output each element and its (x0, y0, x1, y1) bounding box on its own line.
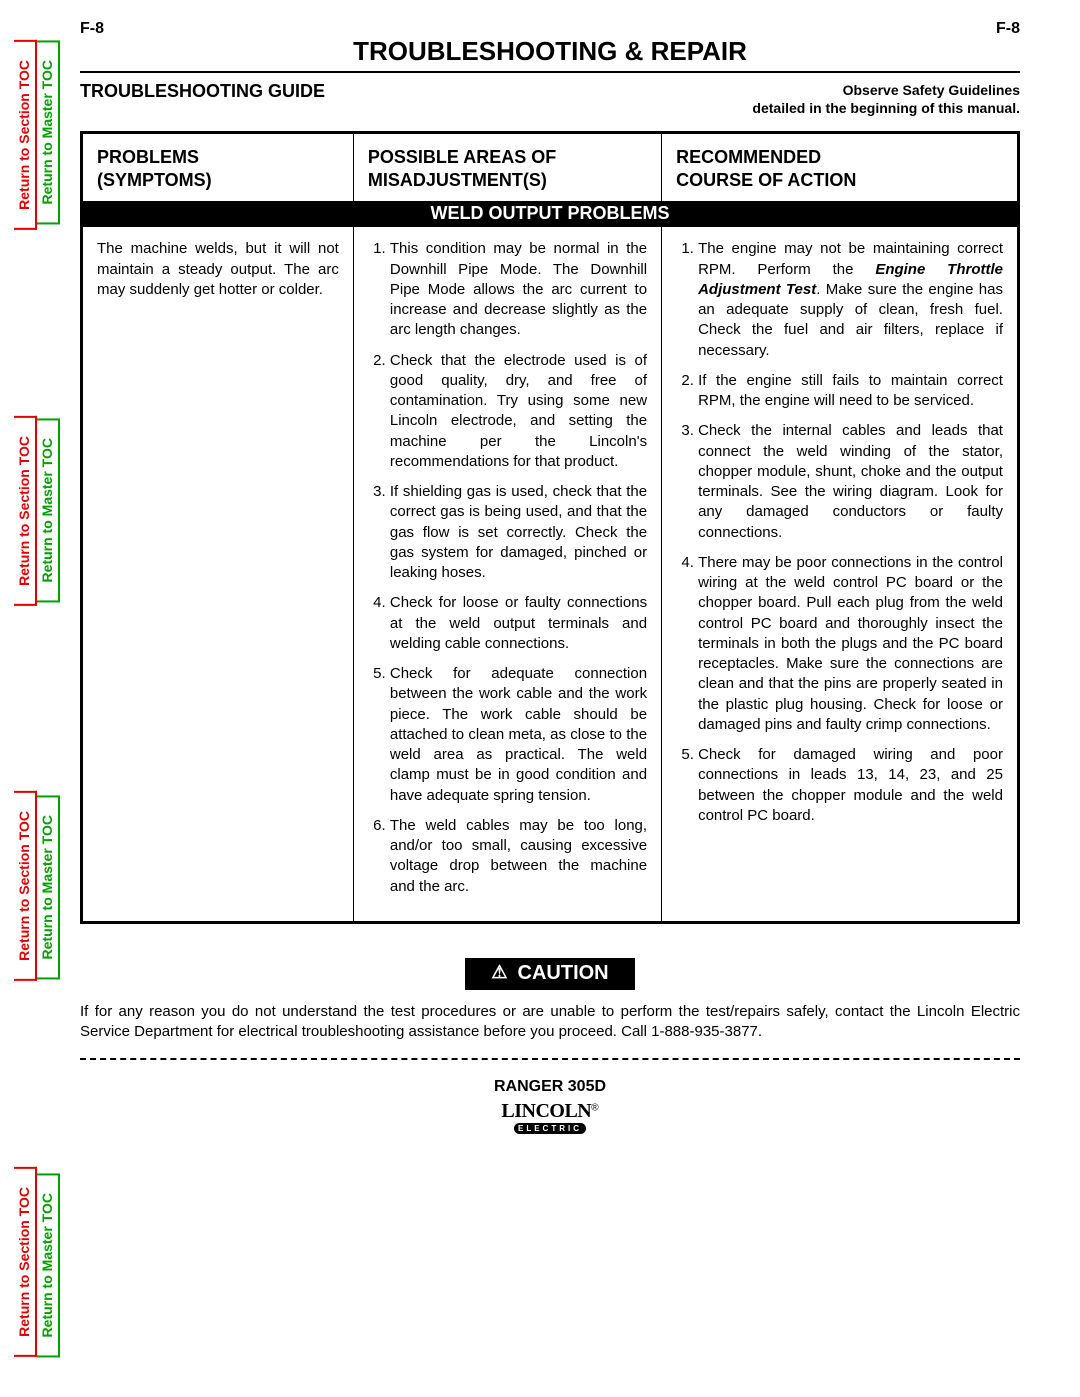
table-header-misadjustments: POSSIBLE AREAS OFMISADJUSTMENT(S) (354, 134, 662, 201)
main-title: TROUBLESHOOTING & REPAIR (80, 36, 1020, 73)
page-code-left: F-8 (80, 20, 104, 38)
page-footer: RANGER 305D LINCOLN® ELECTRIC (80, 1078, 1020, 1136)
warning-icon: ⚠ (491, 962, 507, 983)
caution-label: CAUTION (518, 962, 609, 984)
list-item: Check for adequate connection between th… (390, 664, 647, 806)
return-master-toc-link[interactable]: Return to Master TOC (37, 795, 60, 979)
list-item: The weld cables may be too long, and/or … (390, 816, 647, 897)
sub-header: TROUBLESHOOTING GUIDE Observe Safety Gui… (80, 81, 1020, 117)
list-item: If shielding gas is used, check that the… (390, 482, 647, 583)
caution-block: ⚠ CAUTION (80, 958, 1020, 990)
return-section-toc-link[interactable]: Return to Section TOC (14, 791, 37, 981)
return-section-toc-link[interactable]: Return to Section TOC (14, 40, 37, 230)
symptom-cell: The machine welds, but it will not maint… (83, 227, 354, 921)
return-section-toc-link[interactable]: Return to Section TOC (14, 1167, 37, 1357)
table-row: The machine welds, but it will not maint… (83, 227, 1017, 921)
table-header-actions: RECOMMENDEDCOURSE OF ACTION (662, 134, 1017, 201)
product-name: RANGER 305D (80, 1078, 1020, 1096)
brand-name: LINCOLN (501, 1100, 591, 1122)
list-item: This condition may be normal in the Down… (390, 239, 647, 340)
return-master-toc-link[interactable]: Return to Master TOC (37, 418, 60, 602)
action-list: The engine may not be maintaining correc… (676, 239, 1003, 826)
misadjustment-cell: This condition may be normal in the Down… (354, 227, 662, 921)
troubleshooting-table: PROBLEMS(SYMPTOMS) POSSIBLE AREAS OFMISA… (80, 131, 1020, 924)
list-item: The engine may not be maintaining correc… (698, 239, 1003, 361)
brand-subname: ELECTRIC (514, 1123, 586, 1134)
table-section-band: WELD OUTPUT PROBLEMS (83, 201, 1017, 227)
return-master-toc-link[interactable]: Return to Master TOC (37, 1173, 60, 1357)
dashed-rule (80, 1058, 1020, 1060)
list-item: There may be poor connections in the con… (698, 553, 1003, 735)
safety-note-line: detailed in the beginning of this manual… (752, 100, 1020, 116)
section-toc-column: Return to Section TOC Return to Section … (14, 0, 37, 1397)
return-section-toc-link[interactable]: Return to Section TOC (14, 416, 37, 606)
action-cell: The engine may not be maintaining correc… (662, 227, 1017, 921)
list-item: Check that the electrode used is of good… (390, 351, 647, 473)
caution-badge: ⚠ CAUTION (465, 958, 634, 990)
safety-note: Observe Safety Guidelines detailed in th… (752, 81, 1020, 117)
side-tab-strip: Return to Section TOC Return to Section … (14, 0, 60, 1397)
master-toc-column: Return to Master TOC Return to Master TO… (37, 0, 60, 1397)
list-item: If the engine still fails to maintain co… (698, 371, 1003, 412)
list-item: Check for loose or faulty connections at… (390, 593, 647, 654)
caution-text: If for any reason you do not understand … (80, 1002, 1020, 1043)
brand-logo: LINCOLN® ELECTRIC (501, 1100, 598, 1134)
list-item: Check the internal cables and leads that… (698, 421, 1003, 543)
table-header-row: PROBLEMS(SYMPTOMS) POSSIBLE AREAS OFMISA… (83, 134, 1017, 201)
list-item: Check for damaged wiring and poor connec… (698, 745, 1003, 826)
page-content: F-8 F-8 TROUBLESHOOTING & REPAIR TROUBLE… (80, 20, 1020, 1367)
table-header-problems: PROBLEMS(SYMPTOMS) (83, 134, 354, 201)
misadjustment-list: This condition may be normal in the Down… (368, 239, 647, 897)
page-code-right: F-8 (996, 20, 1020, 38)
safety-note-line: Observe Safety Guidelines (843, 82, 1020, 98)
return-master-toc-link[interactable]: Return to Master TOC (37, 40, 60, 224)
registered-icon: ® (591, 1103, 598, 1114)
symptom-text: The machine welds, but it will not maint… (97, 239, 339, 300)
guide-title: TROUBLESHOOTING GUIDE (80, 81, 325, 102)
